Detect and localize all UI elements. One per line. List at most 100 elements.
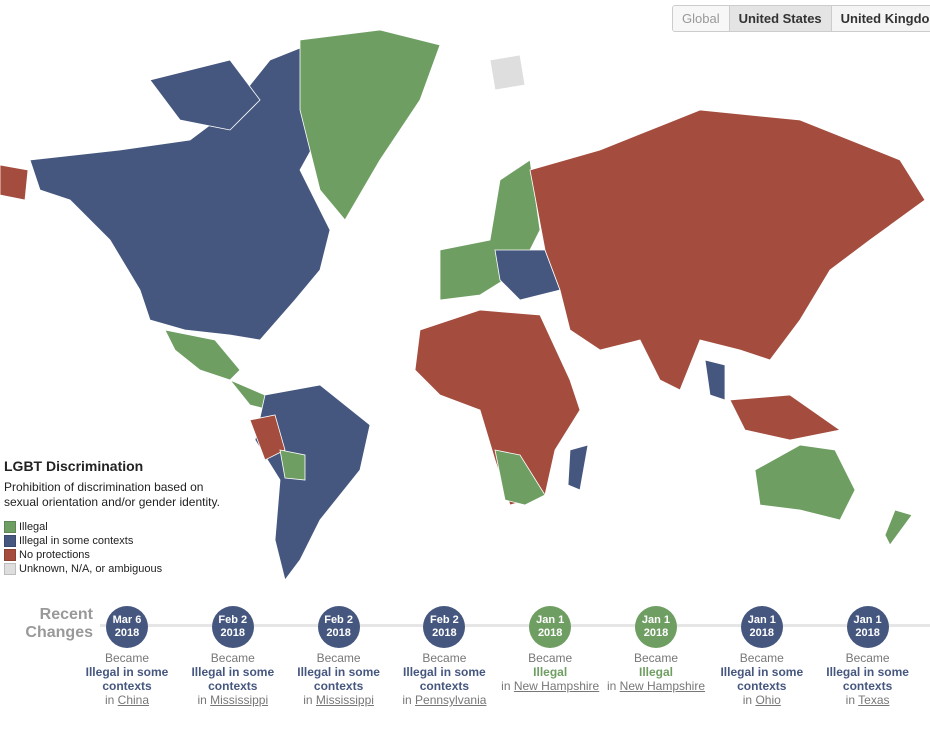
change-date-badge: Jan 1 2018 <box>740 606 783 648</box>
region <box>249 414 286 461</box>
change-status: Illegal in some contexts <box>826 665 909 693</box>
change-description: Became Illegal in some contexts in Mississ… <box>287 651 391 707</box>
change-place[interactable]: Mississippi <box>210 693 269 707</box>
change-place[interactable]: Ohio <box>755 693 781 707</box>
region <box>567 444 589 491</box>
change-date: Feb 2 <box>218 614 248 626</box>
change-date: Jan 1 <box>853 614 882 626</box>
change-prep: in <box>742 693 753 707</box>
change-description: Became Illegal in some contexts in China <box>75 651 179 707</box>
tab[interactable]: United Kingdom <box>831 6 930 31</box>
legend-label: Unknown, N/A, or ambiguous <box>19 563 163 575</box>
change-place[interactable]: New Hampshire <box>619 679 706 693</box>
change-prep: in <box>501 679 511 693</box>
region <box>884 509 913 546</box>
change-prep: in <box>402 693 412 707</box>
change-verb: Became <box>739 651 784 665</box>
change-verb: Became <box>316 651 361 665</box>
change-description: Became Illegal in some contexts in Texas <box>816 651 920 707</box>
change-place[interactable]: Pennsylvania <box>415 693 487 707</box>
change-year: 2018 <box>537 627 563 639</box>
change-place-line: in Texas <box>816 693 920 707</box>
legend-item: Illegal <box>4 520 234 534</box>
change-date-badge: Feb 2 2018 <box>423 606 466 648</box>
change-year: 2018 <box>432 627 457 639</box>
change-place-line: in China <box>75 693 179 707</box>
region <box>299 29 441 221</box>
recent-changes-title: Recent Changes <box>25 606 93 641</box>
region <box>164 329 241 381</box>
change-date-badge: Feb 2 2018 <box>211 606 254 648</box>
change-date-badge: Mar 6 2018 <box>106 606 148 648</box>
legend-swatch <box>4 563 16 575</box>
legend: LGBT Discrimination Prohibition of discr… <box>4 458 234 576</box>
legend-items: Illegal Illegal in some contexts No protec… <box>4 520 234 576</box>
change-status: Illegal <box>638 665 673 679</box>
change-description: Became Illegal in some contexts in Mississ… <box>181 651 285 707</box>
change-place-line: in Mississippi <box>287 693 391 707</box>
change-verb: Became <box>104 651 150 665</box>
change-status: Illegal in some contexts <box>191 665 275 693</box>
change-place[interactable]: New Hampshire <box>513 679 600 693</box>
region <box>414 309 581 506</box>
change-prep: in <box>845 693 856 707</box>
region <box>729 394 841 441</box>
change-description: Became Illegal in New Hampshire <box>498 651 602 693</box>
change-status: Illegal in some contexts <box>720 665 804 693</box>
change-status: Illegal <box>533 665 568 679</box>
change-place[interactable]: Texas <box>858 693 890 707</box>
change-place[interactable]: Mississippi <box>315 693 374 707</box>
change-prep: in <box>104 693 115 707</box>
change-year: 2018 <box>749 627 775 639</box>
change-verb: Became <box>633 651 679 665</box>
legend-item: Unknown, N/A, or ambiguous <box>4 562 234 576</box>
change-description: Became Illegal in some contexts in Ohio <box>710 651 814 707</box>
change-place-line: in New Hampshire <box>604 679 708 693</box>
change-prep: in <box>303 693 313 707</box>
region <box>494 449 546 506</box>
change-prep: in <box>606 679 617 693</box>
change-description: Became Illegal in some contexts in Pennsyl… <box>392 651 496 707</box>
change-place[interactable]: China <box>117 693 150 707</box>
change-date-badge: Jan 1 2018 <box>529 606 572 648</box>
legend-label: No protections <box>19 549 90 561</box>
change-verb: Became <box>422 651 467 665</box>
change-year: 2018 <box>855 627 880 639</box>
region <box>489 54 526 91</box>
change-date: Jan 1 <box>641 614 671 626</box>
world-map <box>0 29 926 581</box>
change-date: Feb 2 <box>324 614 353 626</box>
legend-swatch <box>4 521 16 533</box>
legend-label: Illegal <box>19 521 48 533</box>
change-verb: Became <box>210 651 255 665</box>
region <box>149 59 261 131</box>
legend-description: Prohibition of discrimination based on s… <box>4 480 220 509</box>
change-year: 2018 <box>326 627 351 639</box>
region <box>529 109 926 391</box>
legend-swatch <box>4 535 16 547</box>
tab[interactable]: United States <box>729 6 832 31</box>
region <box>754 444 856 521</box>
change-place-line: in New Hampshire <box>498 679 602 693</box>
legend-item: No protections <box>4 548 234 562</box>
change-date: Feb 2 <box>430 614 459 626</box>
change-date-badge: Jan 1 2018 <box>846 606 889 648</box>
change-status: Illegal in some contexts <box>403 665 486 693</box>
region <box>494 249 561 301</box>
change-place-line: in Ohio <box>710 693 814 707</box>
change-date-badge: Feb 2 2018 <box>317 606 360 648</box>
tab[interactable]: Global <box>673 6 730 31</box>
change-verb: Became <box>528 651 573 665</box>
change-date: Jan 1 <box>747 614 776 626</box>
change-verb: Became <box>845 651 890 665</box>
change-date: Jan 1 <box>536 614 565 626</box>
region <box>704 359 726 401</box>
change-place-line: in Mississippi <box>181 693 285 707</box>
change-description: Became Illegal in New Hampshire <box>604 651 708 693</box>
change-year: 2018 <box>220 627 246 639</box>
legend-swatch <box>4 549 16 561</box>
change-year: 2018 <box>114 627 140 639</box>
change-year: 2018 <box>643 627 669 639</box>
